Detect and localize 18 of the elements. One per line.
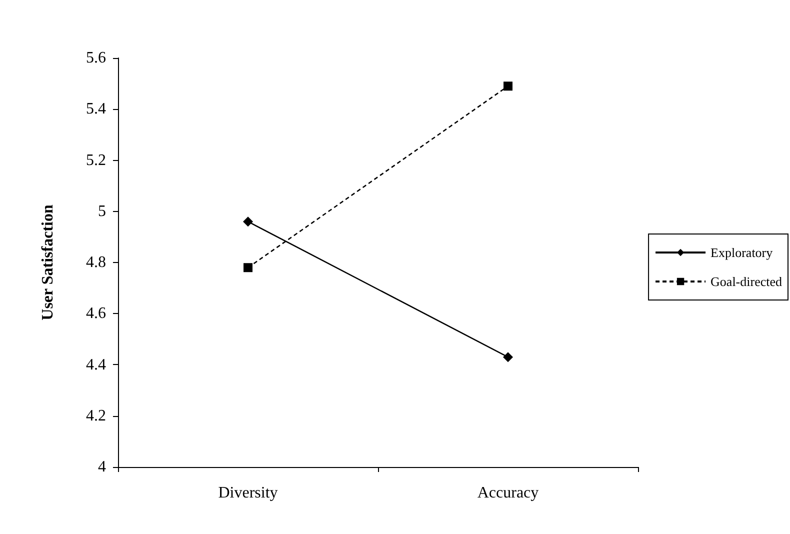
legend-label: Exploratory bbox=[710, 245, 774, 260]
point bbox=[503, 352, 513, 362]
y-axis-title: User Satisfaction bbox=[40, 204, 56, 320]
y-tick-label: 5.2 bbox=[86, 152, 106, 169]
y-tick-label: 5.6 bbox=[86, 50, 106, 66]
point bbox=[243, 216, 253, 227]
y-tick-label: 4.4 bbox=[86, 356, 106, 374]
y-tick-label: 4.8 bbox=[86, 254, 106, 271]
point bbox=[244, 263, 252, 272]
x-tick-label: Accuracy bbox=[477, 484, 539, 502]
y-tick-label: 5 bbox=[98, 202, 106, 220]
y-tick-label: 4.6 bbox=[86, 305, 106, 322]
y-tick-label: 4 bbox=[98, 458, 106, 476]
y-tick-label: 5.4 bbox=[86, 100, 106, 118]
y-tick-label: 4.2 bbox=[86, 407, 106, 424]
legend-label: Goal-directed bbox=[710, 274, 782, 289]
x-tick-label: Diversity bbox=[218, 484, 278, 502]
point bbox=[504, 82, 512, 91]
